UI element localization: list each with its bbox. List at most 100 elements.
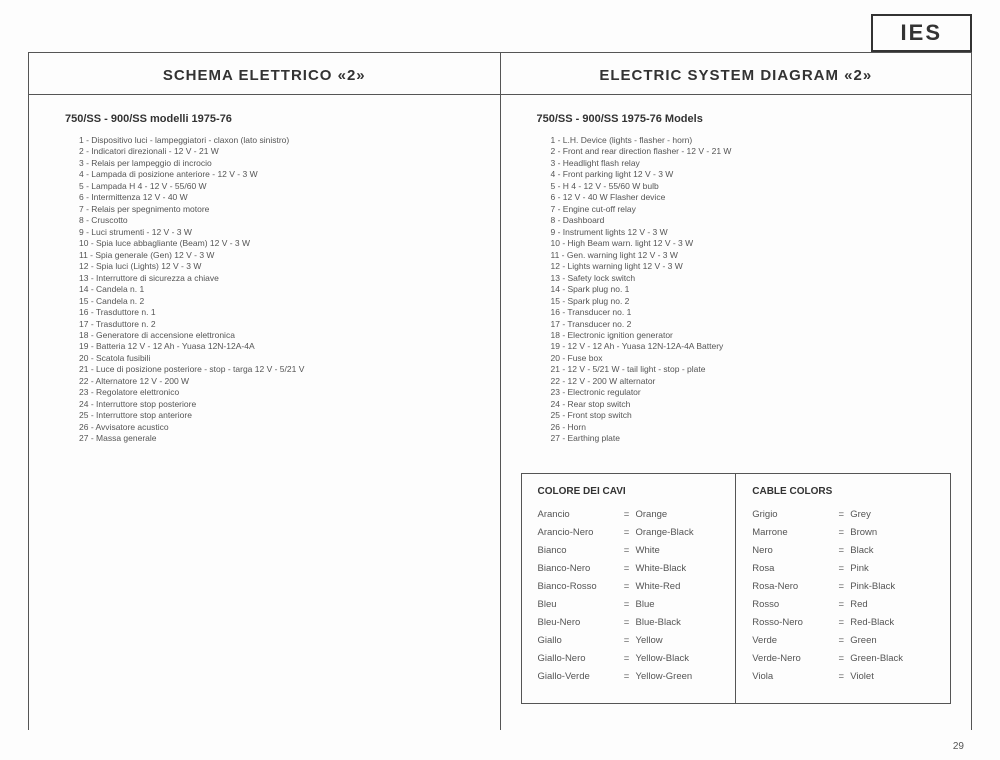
color-en: Brown xyxy=(850,527,936,538)
list-item: 16 - Transducer no. 1 xyxy=(551,307,972,318)
list-item: 17 - Transducer no. 2 xyxy=(551,319,972,330)
list-item: 26 - Horn xyxy=(551,422,972,433)
list-item: 16 - Trasduttore n. 1 xyxy=(79,307,500,318)
list-item: 23 - Electronic regulator xyxy=(551,387,972,398)
color-row: Verde=Green xyxy=(752,635,936,646)
equals-sign: = xyxy=(618,653,636,664)
color-it: Giallo xyxy=(538,635,618,646)
color-rows-right: Grigio=GreyMarrone=BrownNero=BlackRosa=P… xyxy=(752,509,936,682)
equals-sign: = xyxy=(618,527,636,538)
list-item: 20 - Fuse box xyxy=(551,353,972,364)
list-item: 8 - Dashboard xyxy=(551,215,972,226)
list-item: 7 - Relais per spegnimento motore xyxy=(79,204,500,215)
color-it: Arancio xyxy=(538,509,618,520)
list-item: 3 - Headlight flash relay xyxy=(551,158,972,169)
left-parts-list: 1 - Dispositivo luci - lampeggiatori - c… xyxy=(29,135,500,445)
list-item: 18 - Electronic ignition generator xyxy=(551,330,972,341)
color-en: Blue-Black xyxy=(636,617,722,628)
list-item: 5 - H 4 - 12 V - 55/60 W bulb xyxy=(551,181,972,192)
color-it: Arancio-Nero xyxy=(538,527,618,538)
color-row: Bianco-Nero=White-Black xyxy=(538,563,722,574)
equals-sign: = xyxy=(618,545,636,556)
color-it: Bleu xyxy=(538,599,618,610)
color-en: Yellow-Green xyxy=(636,671,722,682)
color-row: Rosa=Pink xyxy=(752,563,936,574)
list-item: 14 - Candela n. 1 xyxy=(79,284,500,295)
list-item: 12 - Spia luci (Lights) 12 V - 3 W xyxy=(79,261,500,272)
color-it: Giallo-Verde xyxy=(538,671,618,682)
list-item: 4 - Front parking light 12 V - 3 W xyxy=(551,169,972,180)
color-row: Verde-Nero=Green-Black xyxy=(752,653,936,664)
equals-sign: = xyxy=(618,563,636,574)
color-it: Verde xyxy=(752,635,832,646)
list-item: 1 - L.H. Device (lights - flasher - horn… xyxy=(551,135,972,146)
list-item: 6 - Intermittenza 12 V - 40 W xyxy=(79,192,500,203)
list-item: 11 - Spia generale (Gen) 12 V - 3 W xyxy=(79,250,500,261)
color-en: White-Red xyxy=(636,581,722,592)
list-item: 27 - Massa generale xyxy=(79,433,500,444)
list-item: 19 - Batteria 12 V - 12 Ah - Yuasa 12N-1… xyxy=(79,341,500,352)
color-row: Giallo-Verde=Yellow-Green xyxy=(538,671,722,682)
color-en: Orange xyxy=(636,509,722,520)
equals-sign: = xyxy=(618,671,636,682)
color-it: Rosa xyxy=(752,563,832,574)
color-en: Red xyxy=(850,599,936,610)
color-en: Black xyxy=(850,545,936,556)
list-item: 6 - 12 V - 40 W Flasher device xyxy=(551,192,972,203)
color-row: Nero=Black xyxy=(752,545,936,556)
color-row: Arancio-Nero=Orange-Black xyxy=(538,527,722,538)
color-row: Bleu-Nero=Blue-Black xyxy=(538,617,722,628)
color-row: Rosso-Nero=Red-Black xyxy=(752,617,936,628)
list-item: 19 - 12 V - 12 Ah - Yuasa 12N-12A-4A Bat… xyxy=(551,341,972,352)
color-rows-left: Arancio=OrangeArancio-Nero=Orange-BlackB… xyxy=(538,509,722,682)
color-it: Bianco xyxy=(538,545,618,556)
list-item: 10 - Spia luce abbagliante (Beam) 12 V -… xyxy=(79,238,500,249)
color-en: Pink xyxy=(850,563,936,574)
color-row: Bianco=White xyxy=(538,545,722,556)
equals-sign: = xyxy=(832,527,850,538)
color-en: Pink-Black xyxy=(850,581,936,592)
list-item: 13 - Safety lock switch xyxy=(551,273,972,284)
list-item: 14 - Spark plug no. 1 xyxy=(551,284,972,295)
list-item: 24 - Rear stop switch xyxy=(551,399,972,410)
list-item: 10 - High Beam warn. light 12 V - 3 W xyxy=(551,238,972,249)
list-item: 2 - Indicatori direzionali - 12 V - 21 W xyxy=(79,146,500,157)
list-item: 12 - Lights warning light 12 V - 3 W xyxy=(551,261,972,272)
left-subtitle: 750/SS - 900/SS modelli 1975-76 xyxy=(29,95,500,135)
list-item: 17 - Trasduttore n. 2 xyxy=(79,319,500,330)
right-parts-list: 1 - L.H. Device (lights - flasher - horn… xyxy=(501,135,972,445)
list-item: 23 - Regolatore elettronico xyxy=(79,387,500,398)
color-table-right: CABLE COLORS Grigio=GreyMarrone=BrownNer… xyxy=(735,474,950,703)
list-item: 15 - Spark plug no. 2 xyxy=(551,296,972,307)
page-number: 29 xyxy=(953,741,964,752)
color-en: Grey xyxy=(850,509,936,520)
color-en: Green-Black xyxy=(850,653,936,664)
color-row: Marrone=Brown xyxy=(752,527,936,538)
color-it: Viola xyxy=(752,671,832,682)
color-table-left: COLORE DEI CAVI Arancio=OrangeArancio-Ne… xyxy=(522,474,736,703)
equals-sign: = xyxy=(618,617,636,628)
color-en: Orange-Black xyxy=(636,527,722,538)
list-item: 2 - Front and rear direction flasher - 1… xyxy=(551,146,972,157)
list-item: 26 - Avvisatore acustico xyxy=(79,422,500,433)
equals-sign: = xyxy=(832,581,850,592)
equals-sign: = xyxy=(832,545,850,556)
cable-color-table: COLORE DEI CAVI Arancio=OrangeArancio-Ne… xyxy=(521,473,952,704)
list-item: 25 - Interruttore stop anteriore xyxy=(79,410,500,421)
color-it: Bianco-Rosso xyxy=(538,581,618,592)
list-item: 8 - Cruscotto xyxy=(79,215,500,226)
list-item: 27 - Earthing plate xyxy=(551,433,972,444)
color-it: Grigio xyxy=(752,509,832,520)
color-it: Rosa-Nero xyxy=(752,581,832,592)
header-label: IES xyxy=(871,14,972,52)
color-it: Rosso xyxy=(752,599,832,610)
color-row: Bianco-Rosso=White-Red xyxy=(538,581,722,592)
content-frame: SCHEMA ELETTRICO «2» 750/SS - 900/SS mod… xyxy=(28,52,972,730)
left-title: SCHEMA ELETTRICO «2» xyxy=(29,53,500,95)
color-it: Bleu-Nero xyxy=(538,617,618,628)
list-item: 7 - Engine cut-off relay xyxy=(551,204,972,215)
color-it: Marrone xyxy=(752,527,832,538)
color-row: Viola=Violet xyxy=(752,671,936,682)
color-en: White xyxy=(636,545,722,556)
color-it: Bianco-Nero xyxy=(538,563,618,574)
